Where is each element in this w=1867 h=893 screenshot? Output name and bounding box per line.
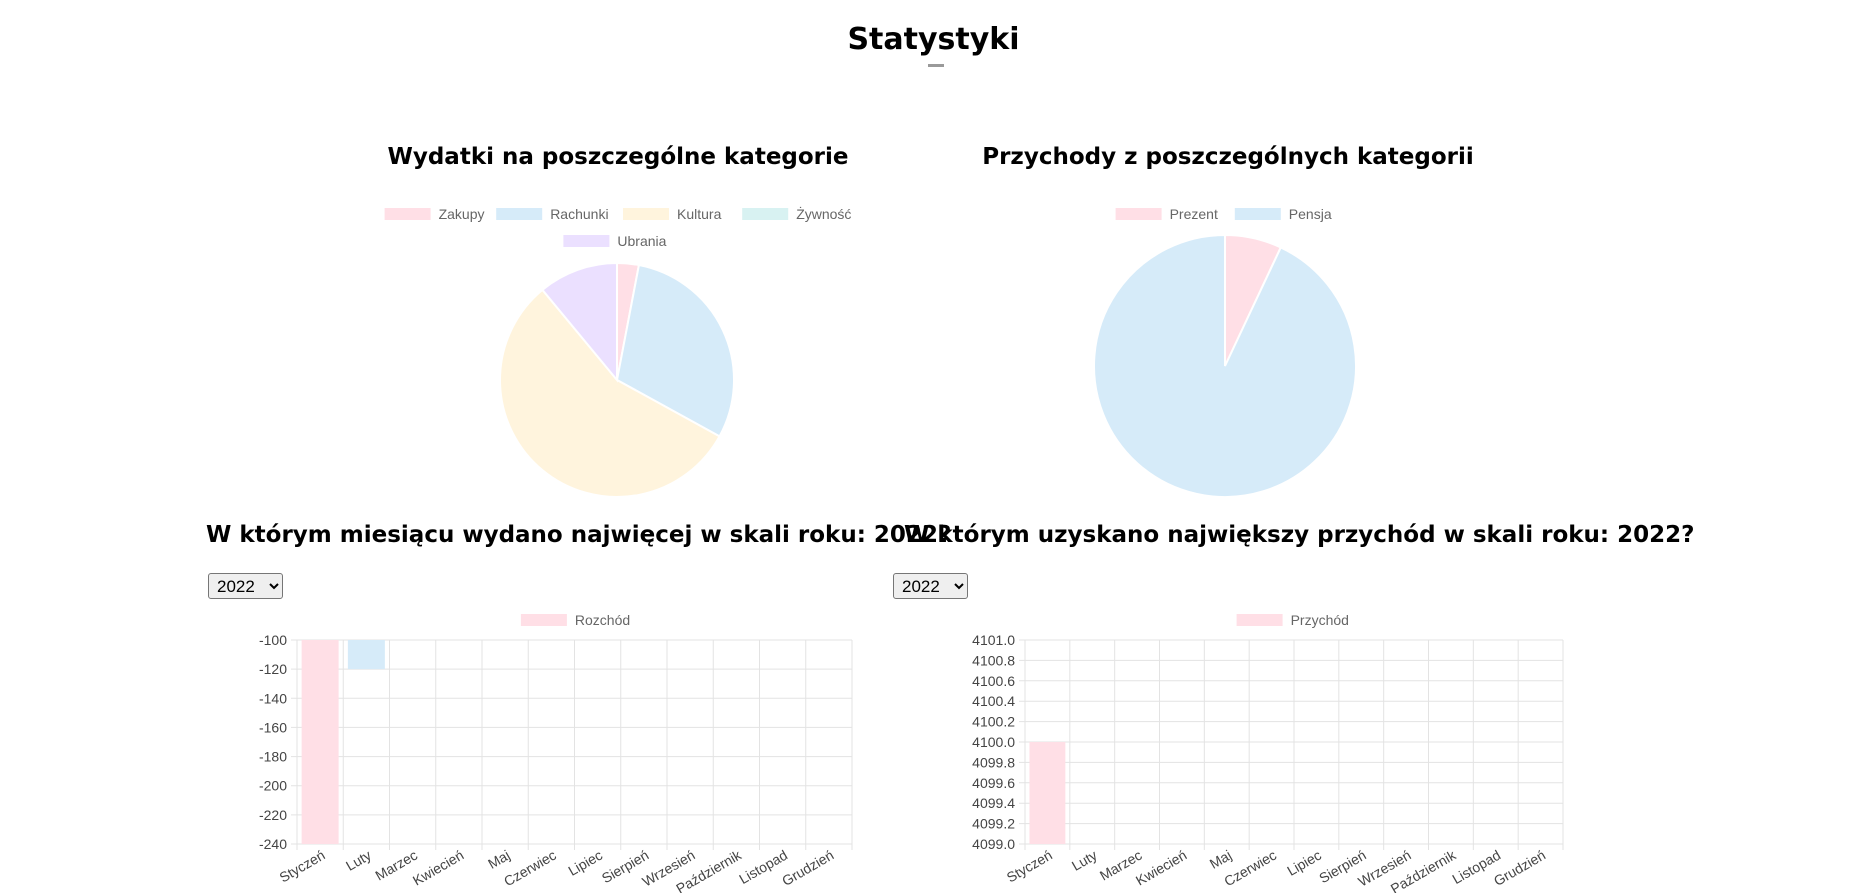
expense-bar-xtick: Maj [485, 847, 513, 872]
expense-bar-ytick: -160 [259, 719, 287, 735]
title-underline [928, 64, 944, 67]
income-pie-slice-pensja [1093, 233, 1357, 498]
income-bar-xtick: Styczeń [1004, 847, 1055, 886]
income-bar-ytick: 4100.6 [972, 673, 1015, 689]
page-title: Statystyki [847, 22, 1020, 57]
expense-bar-ytick: -140 [259, 690, 287, 706]
income-pie-chart: Prezent Pensja [1093, 206, 1357, 498]
expense-pie-slice-ubrania [541, 261, 618, 383]
expense-bar-ytick: -200 [259, 778, 287, 794]
expense-bar-ytick: -180 [259, 749, 287, 765]
income-bar-chart: Przychód 4101.0 4100.8 4100.6 4100.4 4100.2 41… [972, 612, 1564, 893]
expense-bar-bar-1 [301, 640, 339, 844]
expense-bar-title: W którym miesiącu wydano najwięcej w ska… [206, 522, 952, 548]
expense-pie-legend-label: Kultura [677, 206, 722, 222]
expense-pie-legend-swatch [563, 235, 610, 247]
expense-bar-legend-label: Rozchód [575, 612, 630, 628]
income-bar-xtick: Maj [1207, 847, 1235, 872]
income-bar-ytick: 4099.6 [972, 775, 1015, 791]
expense-pie-slice-rachunki [615, 263, 735, 438]
expense-pie-legend-label: Rachunki [550, 206, 608, 222]
income-bar-ytick: 4099.4 [972, 795, 1015, 811]
income-bar-ytick: 4099.8 [972, 754, 1015, 770]
expense-pie-legend-label: Żywność [796, 205, 851, 222]
expense-bar-legend-swatch [520, 614, 567, 626]
income-bar-ytick: 4100.8 [972, 652, 1015, 668]
income-bar-ytick: 4101.0 [972, 632, 1015, 648]
income-bar-xtick: Grudzień [1491, 847, 1548, 889]
expense-pie-legend-swatch [742, 208, 789, 220]
expense-bar-xtick: Czerwiec [501, 847, 559, 890]
expense-bar-xtick: Kwiecień [410, 847, 467, 889]
expense-bar-xtick: Grudzień [779, 847, 836, 889]
expense-pie-slice-kultura [499, 288, 721, 498]
income-bar-ytick: 4099.0 [972, 836, 1015, 852]
expense-bar-chart: Rozchód -100 -120 -140 -160 -180 -200 -220 -240S… [259, 612, 853, 893]
income-bar-title: W którym uzyskano największy przychód w … [904, 522, 1695, 548]
income-pie-legend-swatch [1115, 208, 1162, 220]
income-bar-xtick: Luty [1069, 847, 1100, 874]
expense-pie-legend-swatch [623, 208, 669, 220]
income-pie-title: Przychody z poszczególnych kategorii [982, 144, 1474, 170]
income-year-select[interactable]: 2022 [893, 573, 968, 599]
income-pie-legend-label: Pensja [1289, 206, 1332, 222]
expense-bar-ytick: -100 [259, 632, 287, 648]
income-bar-legend-swatch [1236, 614, 1283, 626]
income-bar-ytick: 4100.2 [972, 714, 1015, 730]
income-bar-legend-label: Przychód [1291, 612, 1349, 628]
expense-bar-ytick: -220 [259, 807, 287, 823]
income-bar-ytick: 4100.0 [972, 734, 1015, 750]
expense-pie-chart: Zakupy Rachunki Kultura Żywność Ubrania [384, 205, 851, 498]
expense-bar-ytick: -120 [259, 661, 287, 677]
expense-pie-title: Wydatki na poszczególne kategorie [387, 144, 849, 170]
expense-bar-xtick: Luty [343, 847, 374, 874]
income-pie-legend-label: Prezent [1170, 206, 1218, 222]
income-bar-ytick: 4099.2 [972, 816, 1015, 832]
expense-pie-legend-swatch [496, 208, 543, 220]
expense-bar-bar-2 [347, 640, 385, 670]
expense-bar-xtick: Styczeń [276, 847, 327, 886]
expense-pie-legend-swatch [384, 208, 431, 220]
income-bar-ytick: 4100.4 [972, 693, 1015, 709]
expense-pie-legend-label: Ubrania [617, 233, 666, 249]
income-bar-xtick: Kwiecień [1133, 847, 1190, 889]
income-bar-bar-1 [1029, 742, 1066, 844]
income-pie-legend-swatch [1234, 208, 1281, 220]
expense-bar-ytick: -240 [259, 836, 287, 852]
expense-pie-legend-label: Zakupy [439, 206, 485, 222]
expense-year-select[interactable]: 2022 [208, 573, 283, 599]
